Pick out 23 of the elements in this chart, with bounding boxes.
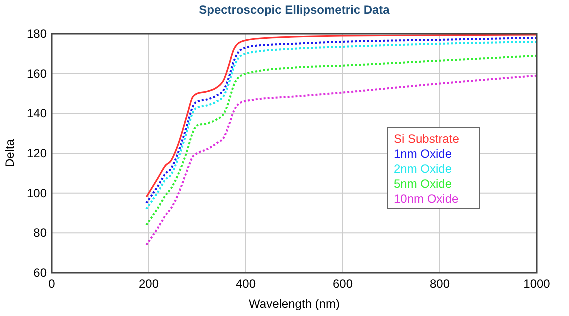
- x-tick-label: 600: [332, 277, 354, 291]
- y-tick-label: 180: [26, 27, 48, 41]
- line-series: [146, 54, 538, 226]
- text: 1nm Oxide: [394, 147, 452, 161]
- chart-title: Spectroscopic Ellipsometric Data: [199, 3, 390, 17]
- text: 5nm Oxide: [394, 177, 452, 191]
- line-series: [146, 74, 538, 246]
- y-tick-label: 80: [34, 226, 48, 240]
- text: 2nm Oxide: [394, 162, 452, 176]
- y-axis-title: Delta: [3, 139, 17, 168]
- text: Si Substrate: [394, 132, 460, 146]
- x-tick-label: 0: [48, 277, 56, 291]
- x-tick-label: 200: [138, 277, 160, 291]
- y-tick-label: 140: [26, 106, 48, 121]
- y-tick-label: 160: [26, 66, 48, 81]
- y-tick-label: 100: [26, 186, 48, 200]
- x-tick-label: 800: [430, 277, 450, 291]
- x-axis-title: Wavelength (nm): [249, 297, 340, 311]
- text: 10nm Oxide: [394, 192, 460, 206]
- y-tick-label: 120: [26, 146, 48, 160]
- y-tick-label: 60: [34, 266, 48, 280]
- x-tick-label: 1000: [524, 277, 551, 291]
- x-tick-label: 400: [236, 277, 256, 291]
